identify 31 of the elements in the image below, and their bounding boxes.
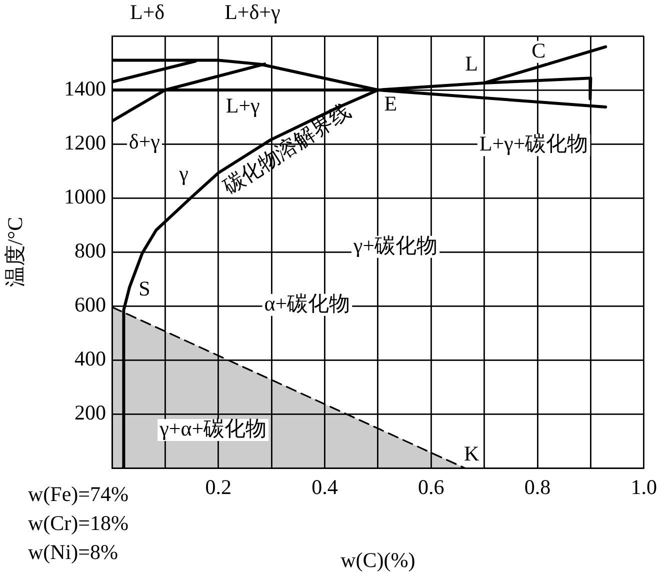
x-tick-label: 1.0 bbox=[630, 475, 657, 500]
x-tick-label: 0.8 bbox=[524, 475, 551, 500]
x-tick-label: 0.4 bbox=[312, 475, 338, 500]
annotation: L bbox=[465, 51, 478, 76]
annotation: γ bbox=[178, 162, 188, 186]
annotation: K bbox=[464, 442, 480, 466]
annotation: α+碳化物 bbox=[264, 291, 350, 316]
annotation: S bbox=[138, 276, 150, 301]
annotation: δ+γ bbox=[128, 129, 160, 154]
y-tick-label: 1200 bbox=[64, 130, 106, 155]
y-tick-label: 1000 bbox=[64, 184, 106, 209]
text: L+δ+γ bbox=[224, 0, 280, 25]
x-axis-title: w(C)(%) bbox=[340, 548, 416, 572]
y-axis-title: 温度/°C bbox=[3, 216, 28, 288]
y-tick-label: 1400 bbox=[64, 76, 106, 101]
annotation: E bbox=[384, 92, 398, 116]
y-tick-label: 200 bbox=[74, 400, 106, 425]
x-tick-label: 0.2 bbox=[205, 475, 232, 500]
text: w(Fe)=74% bbox=[28, 481, 128, 508]
annotation: L+γ+碳化物 bbox=[479, 132, 588, 156]
annotation: γ+碳化物 bbox=[352, 233, 438, 258]
annotation: γ+α+碳化物 bbox=[158, 416, 267, 440]
text: L+δ bbox=[130, 0, 165, 25]
annotation: C bbox=[532, 38, 546, 62]
text: w(Ni)=8% bbox=[28, 539, 119, 566]
x-tick-label: 0.6 bbox=[418, 475, 444, 500]
annotation: L+γ bbox=[226, 94, 260, 118]
text: w(Cr)=18% bbox=[28, 510, 128, 537]
y-tick-label: 800 bbox=[74, 238, 106, 263]
y-tick-label: 600 bbox=[74, 292, 106, 317]
y-tick-label: 400 bbox=[74, 346, 106, 371]
